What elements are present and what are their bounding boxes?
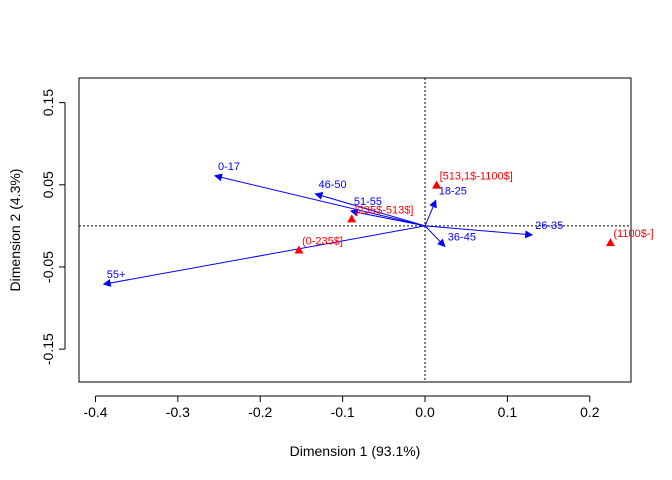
column-vector-arrow xyxy=(424,225,534,239)
column-vector-label: 0-17 xyxy=(218,161,240,173)
row-point-marker xyxy=(294,245,304,254)
plot-frame xyxy=(78,77,632,383)
column-vector-arrow xyxy=(314,191,426,227)
column-vector-label: 55+ xyxy=(107,269,126,281)
column-vector-arrow xyxy=(102,225,426,287)
column-vector-label: 51-55 xyxy=(354,196,382,208)
row-point-label: [235$-513$] xyxy=(355,204,414,216)
row-points: [513,1$-1100$] [235$-513$] (0-235$] (1100$-… xyxy=(294,171,654,254)
column-vector-label: 26-35 xyxy=(535,220,563,232)
x-tick-label: -0.4 xyxy=(83,404,107,420)
row-point-marker xyxy=(432,180,442,189)
x-axis-label: Dimension 1 (93.1%) xyxy=(290,443,421,459)
column-vector-arrow xyxy=(349,208,426,227)
column-vector-arrow xyxy=(424,199,437,227)
x-tick-label: 0.2 xyxy=(580,404,600,420)
column-vectors: 0-17 46-50 51-55 18-25 26-35 36-45 55+ xyxy=(102,161,563,287)
x-tick-label: -0.1 xyxy=(331,404,355,420)
y-axis-label: Dimension 2 (4.3%) xyxy=(7,169,23,292)
row-point-label: (0-235$] xyxy=(302,236,343,248)
y-tick-label: 0.05 xyxy=(40,171,56,198)
y-tick-label: -0.05 xyxy=(40,251,56,283)
y-tick-label: -0.15 xyxy=(40,333,56,365)
row-point-label: (1100$-] xyxy=(613,228,653,240)
column-vector-arrow xyxy=(213,173,426,227)
column-vector-label: 36-45 xyxy=(448,231,476,243)
axes: -0.4 -0.3 -0.2 -0.1 0.0 0.1 0.2 -0.15 -0.05 0.05 0… xyxy=(40,89,600,420)
row-point-marker xyxy=(347,214,357,223)
column-vector-label: 18-25 xyxy=(439,185,467,197)
x-tick-label: -0.3 xyxy=(166,404,190,420)
column-vector-label: 46-50 xyxy=(318,179,346,191)
x-tick-label: -0.2 xyxy=(248,404,272,420)
x-tick-label: 0.1 xyxy=(498,404,518,420)
x-tick-label: 0.0 xyxy=(415,404,435,420)
y-tick-label: 0.15 xyxy=(40,89,56,116)
column-vector-arrow xyxy=(424,225,446,248)
row-point-label: [513,1$-1100$] xyxy=(440,171,513,183)
reference-lines xyxy=(79,78,631,382)
row-point-marker xyxy=(605,238,615,247)
